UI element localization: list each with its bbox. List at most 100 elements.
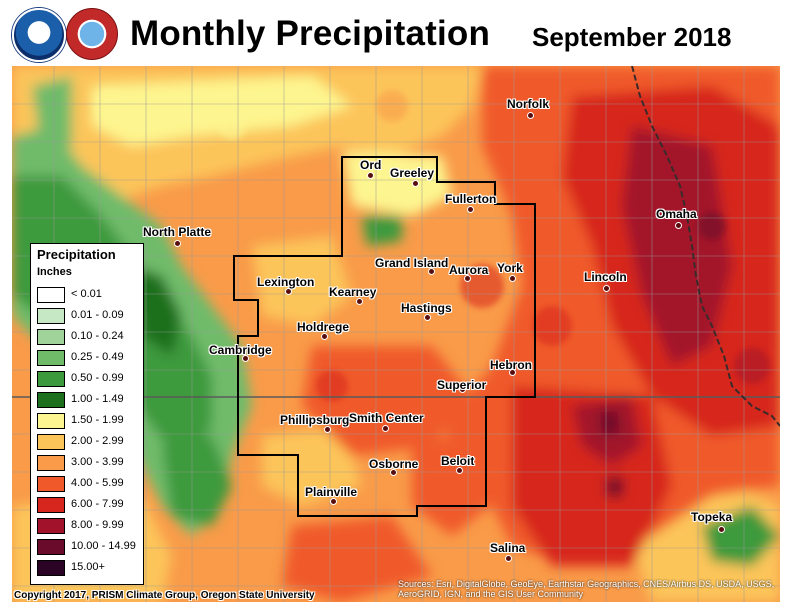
city-label-ord: Ord: [360, 158, 382, 172]
legend-item: 15.00+: [37, 560, 141, 576]
map-title: Monthly Precipitation: [130, 14, 491, 53]
precipitation-map: [12, 66, 780, 602]
city-label-cambridge: Cambridge: [209, 343, 272, 357]
legend-swatch: [37, 308, 65, 324]
city-marker: [324, 426, 331, 433]
city-marker: [330, 498, 337, 505]
legend-item: 4.00 - 5.99: [37, 476, 141, 492]
city-marker: [509, 369, 516, 376]
legend-item: 0.01 - 0.09: [37, 308, 141, 324]
legend-item: 3.00 - 3.99: [37, 455, 141, 471]
city-label-salina: Salina: [490, 541, 526, 555]
legend-label: 0.01 - 0.09: [71, 309, 124, 321]
header: Monthly Precipitation September 2018: [0, 0, 792, 66]
legend-label: 0.10 - 0.24: [71, 330, 124, 342]
legend-swatch: [37, 476, 65, 492]
city-marker: [675, 222, 682, 229]
city-label-superior: Superior: [437, 378, 487, 392]
city-label-beloit: Beloit: [441, 454, 475, 468]
map-sources-text: Sources: Esri, DigitalGlobe, GeoEye, Ear…: [398, 579, 775, 599]
city-label-greeley: Greeley: [390, 166, 435, 180]
city-label-grand-island: Grand Island: [375, 256, 449, 270]
legend-units: Inches: [37, 266, 72, 278]
legend-item: 0.50 - 0.99: [37, 371, 141, 387]
city-marker: [424, 314, 431, 321]
legend-swatch: [37, 350, 65, 366]
city-marker: [464, 275, 471, 282]
legend-swatch: [37, 539, 65, 555]
legend-label: 0.25 - 0.49: [71, 351, 124, 363]
city-label-aurora: Aurora: [449, 263, 489, 277]
legend-label: 6.00 - 7.99: [71, 498, 124, 510]
precipitation-raster: [12, 66, 780, 602]
city-label-north-platte: North Platte: [143, 225, 212, 239]
legend-swatch: [37, 434, 65, 450]
city-marker: [242, 355, 249, 362]
legend-label: < 0.01: [71, 288, 102, 300]
city-label-smith-center: Smith Center: [349, 411, 424, 425]
legend-item: 1.50 - 1.99: [37, 413, 141, 429]
legend-item: 10.00 - 14.99: [37, 539, 141, 555]
city-label-plainville: Plainville: [305, 485, 358, 499]
city-marker: [285, 288, 292, 295]
legend-label: 15.00+: [71, 561, 105, 573]
legend-label: 1.00 - 1.49: [71, 393, 124, 405]
city-marker: [456, 467, 463, 474]
city-marker: [382, 425, 389, 432]
legend-swatch: [37, 560, 65, 576]
city-label-lincoln: Lincoln: [584, 270, 627, 284]
legend: Precipitation Inches < 0.01 0.01 - 0.09 …: [30, 243, 144, 585]
city-marker: [509, 275, 516, 282]
city-marker: [174, 240, 181, 247]
city-marker: [321, 333, 328, 340]
city-marker: [527, 112, 534, 119]
legend-item: 2.00 - 2.99: [37, 434, 141, 450]
city-label-york: York: [497, 261, 523, 275]
city-label-hebron: Hebron: [490, 358, 532, 372]
city-label-kearney: Kearney: [329, 285, 377, 299]
legend-swatch: [37, 413, 65, 429]
legend-label: 3.00 - 3.99: [71, 456, 124, 468]
legend-label: 0.50 - 0.99: [71, 372, 124, 384]
city-label-osborne: Osborne: [369, 457, 419, 471]
city-marker: [467, 206, 474, 213]
city-marker: [367, 172, 374, 179]
city-marker: [505, 555, 512, 562]
legend-item: 1.00 - 1.49: [37, 392, 141, 408]
city-label-lexington: Lexington: [257, 275, 315, 289]
legend-item: < 0.01: [37, 287, 141, 303]
city-marker: [603, 285, 610, 292]
legend-label: 2.00 - 2.99: [71, 435, 124, 447]
legend-item: 0.25 - 0.49: [37, 350, 141, 366]
legend-swatch: [37, 518, 65, 534]
noaa-logo: [12, 8, 66, 62]
legend-swatch: [37, 371, 65, 387]
city-label-topeka: Topeka: [691, 510, 733, 524]
legend-label: 8.00 - 9.99: [71, 519, 124, 531]
legend-swatch: [37, 287, 65, 303]
city-label-holdrege: Holdrege: [297, 320, 350, 334]
city-marker: [459, 386, 466, 393]
national-weather-service-logo: [66, 8, 118, 60]
city-marker: [390, 469, 397, 476]
city-label-phillipsburg: Phillipsburg: [280, 413, 350, 427]
legend-label: 1.50 - 1.99: [71, 414, 124, 426]
copyright-text: Copyright 2017, PRISM Climate Group, Ore…: [14, 590, 315, 601]
legend-item: 6.00 - 7.99: [37, 497, 141, 513]
city-marker: [412, 180, 419, 187]
city-marker: [356, 298, 363, 305]
map-period: September 2018: [532, 22, 732, 52]
city-marker: [718, 526, 725, 533]
legend-label: 4.00 - 5.99: [71, 477, 124, 489]
legend-swatch: [37, 455, 65, 471]
city-label-fullerton: Fullerton: [445, 192, 497, 206]
legend-item: 0.10 - 0.24: [37, 329, 141, 345]
legend-swatch: [37, 329, 65, 345]
legend-label: 10.00 - 14.99: [71, 540, 136, 552]
legend-title: Precipitation: [37, 247, 116, 262]
city-marker: [428, 268, 435, 275]
legend-swatch: [37, 392, 65, 408]
city-label-omaha: Omaha: [656, 207, 697, 221]
city-label-hastings: Hastings: [401, 301, 452, 315]
legend-swatch: [37, 497, 65, 513]
